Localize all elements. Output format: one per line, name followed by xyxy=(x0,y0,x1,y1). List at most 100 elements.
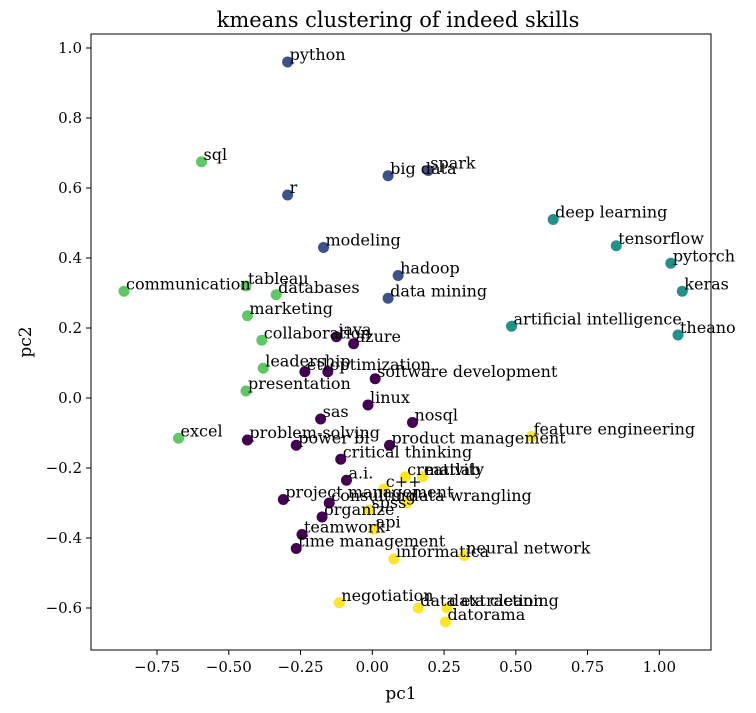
data-point xyxy=(401,497,413,509)
data-point xyxy=(240,385,252,397)
data-point xyxy=(547,214,559,225)
data-point xyxy=(196,156,208,168)
data-point xyxy=(240,280,252,292)
point-label: sas xyxy=(323,402,349,421)
data-point xyxy=(335,453,347,465)
y-tick-label: 0.4 xyxy=(58,249,82,267)
y-tick-label: 0.6 xyxy=(58,179,82,197)
point-label: c++ xyxy=(386,472,422,491)
x-axis: −0.75 −0.50 −0.25 0.00 0.25 0.50 0.75 1.00 xyxy=(134,650,676,676)
data-point xyxy=(299,366,311,378)
data-point xyxy=(296,529,308,540)
point-label: nosql xyxy=(414,406,458,425)
chart-title: kmeans clustering of indeed skills xyxy=(217,8,580,32)
point-label: organize xyxy=(324,500,394,519)
data-point xyxy=(676,285,688,297)
x-axis-label: pc1 xyxy=(385,684,416,704)
point-label: consulting xyxy=(331,486,416,505)
point-label: power bi xyxy=(298,428,369,447)
point-label: neural network xyxy=(466,539,591,558)
data-point xyxy=(378,483,390,495)
point-label: a.i. xyxy=(348,463,373,482)
points-layer xyxy=(118,56,688,628)
point-label: theano xyxy=(680,318,736,337)
data-point xyxy=(118,285,130,297)
data-point xyxy=(506,320,518,332)
point-label: matlab xyxy=(425,460,481,479)
data-point xyxy=(277,494,289,505)
point-label: r xyxy=(290,178,298,197)
x-tick-label: 0.25 xyxy=(427,658,460,676)
data-point xyxy=(340,474,352,486)
point-label: tensorflow xyxy=(618,229,704,248)
point-label: databases xyxy=(278,278,359,297)
point-label: sql xyxy=(204,145,228,164)
data-point xyxy=(384,439,396,451)
point-label: optimization xyxy=(330,355,431,374)
y-tick-label: 0.8 xyxy=(58,109,82,127)
data-point xyxy=(330,331,342,343)
x-tick-label: −0.75 xyxy=(134,658,180,676)
point-label: pytorch xyxy=(673,246,735,265)
data-point xyxy=(282,56,294,68)
data-point xyxy=(362,399,374,411)
point-label: negotiation xyxy=(341,586,433,605)
point-label: product management xyxy=(392,428,567,447)
data-point xyxy=(256,334,268,346)
point-label: collaboration xyxy=(264,323,371,342)
point-label: informatica xyxy=(396,542,490,561)
point-label: etl xyxy=(307,355,328,374)
point-label: linux xyxy=(370,388,410,407)
data-point xyxy=(665,257,677,269)
data-point xyxy=(241,310,253,322)
data-point xyxy=(322,366,334,378)
point-label: leadership xyxy=(265,351,350,370)
point-label: python xyxy=(290,45,346,64)
data-point xyxy=(241,434,253,446)
data-point xyxy=(290,439,302,451)
point-label: api xyxy=(376,512,401,531)
data-point xyxy=(412,602,424,614)
data-point xyxy=(422,165,434,176)
data-point xyxy=(439,616,451,628)
data-point xyxy=(257,362,269,374)
point-label: communication xyxy=(126,274,251,293)
point-label: keras xyxy=(684,274,729,293)
data-point xyxy=(316,511,328,523)
data-point xyxy=(382,170,394,182)
point-label: datorama xyxy=(447,605,525,624)
data-point xyxy=(333,597,345,609)
data-point xyxy=(399,471,411,483)
data-point xyxy=(369,373,381,385)
x-tick-label: 1.00 xyxy=(643,658,676,676)
x-tick-label: −0.25 xyxy=(278,658,324,676)
point-label: tableau xyxy=(248,269,309,288)
point-label: spss xyxy=(371,493,406,512)
y-axis: −0.6 −0.4 −0.2 0.0 0.2 0.4 0.6 0.8 1.0 xyxy=(46,39,91,617)
y-tick-label: −0.6 xyxy=(46,599,82,617)
data-point xyxy=(458,550,470,561)
point-label: artificial intelligence xyxy=(514,309,682,328)
y-tick-label: −0.2 xyxy=(46,459,82,477)
y-tick-label: 1.0 xyxy=(58,39,82,57)
x-tick-label: 0.50 xyxy=(499,658,532,676)
y-axis-label: pc2 xyxy=(16,326,36,357)
point-label: data mining xyxy=(390,281,487,300)
data-point xyxy=(610,240,622,252)
x-tick-label: 0.00 xyxy=(356,658,389,676)
plot-frame xyxy=(90,33,712,651)
data-point xyxy=(323,497,335,509)
x-tick-label: −0.50 xyxy=(206,658,252,676)
data-point xyxy=(406,417,418,428)
data-point xyxy=(392,270,404,281)
point-label: data cleaning xyxy=(449,591,559,610)
data-point xyxy=(318,242,329,253)
point-label: spark xyxy=(430,154,476,173)
point-label: critical thinking xyxy=(343,442,473,461)
data-point xyxy=(526,431,538,442)
point-label: modeling xyxy=(326,231,401,250)
data-point xyxy=(441,602,453,614)
data-point xyxy=(290,543,302,554)
